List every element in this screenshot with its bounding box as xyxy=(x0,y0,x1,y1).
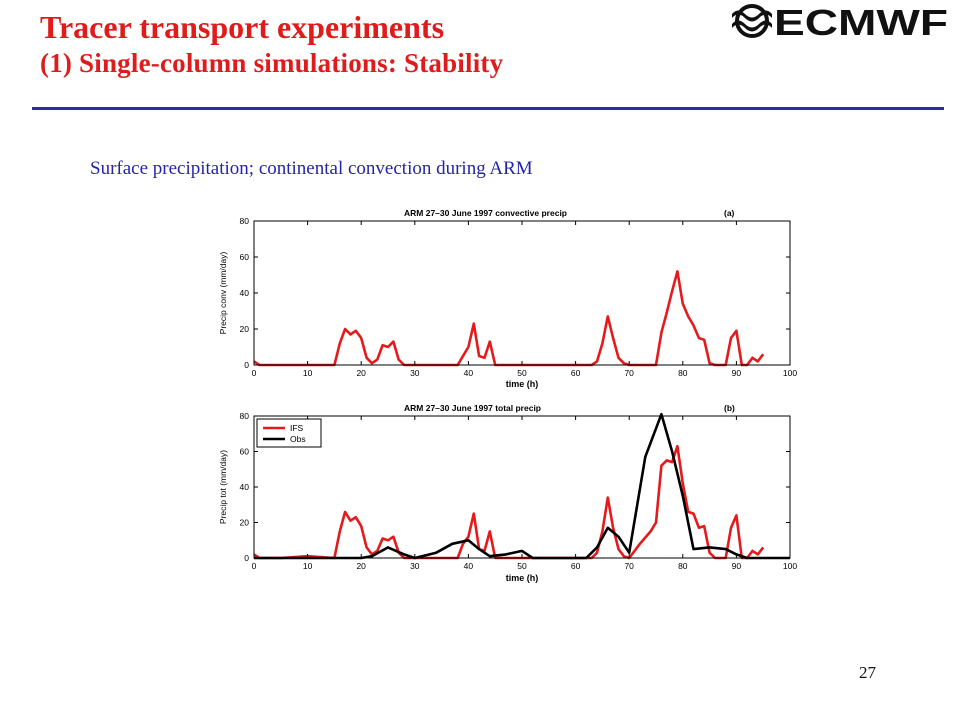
series-line-ifs xyxy=(253,444,765,560)
y-tick-label: 60 xyxy=(240,252,250,262)
x-tick-label: 30 xyxy=(410,368,420,378)
x-tick-label: 40 xyxy=(464,368,474,378)
x-tick-label: 70 xyxy=(624,368,634,378)
x-tick-label: 60 xyxy=(571,561,581,571)
chart-panel-b: 0 10 20 30 40 50 60 70 80 90 100 0 20 40 60 80 ARM 27–30… xyxy=(218,403,797,583)
slide-subtitle: Surface precipitation; continental conve… xyxy=(90,158,533,179)
y-tick-label: 80 xyxy=(240,411,250,421)
legend-label-obs: Obs xyxy=(290,434,306,444)
x-tick-label: 100 xyxy=(783,561,797,571)
x-tick-label: 0 xyxy=(252,368,257,378)
x-tick-label: 90 xyxy=(732,368,742,378)
chart-title: ARM 27–30 June 1997 convective precip xyxy=(404,208,567,218)
x-tick-label: 90 xyxy=(732,561,742,571)
y-axis-label: Precip tot (mm/day) xyxy=(218,450,228,524)
title-divider xyxy=(32,107,944,110)
y-tick-label: 20 xyxy=(240,324,250,334)
chart-title: ARM 27–30 June 1997 total precip xyxy=(404,403,541,413)
x-tick-label: 100 xyxy=(783,368,797,378)
y-tick-label: 0 xyxy=(244,360,249,370)
y-tick-label: 40 xyxy=(240,482,250,492)
x-tick-label: 40 xyxy=(464,561,474,571)
plot-frame xyxy=(253,220,791,366)
legend-label-ifs: IFS xyxy=(290,423,304,433)
x-tick-label: 0 xyxy=(252,561,257,571)
y-axis-label: Precip conv (mm/day) xyxy=(218,252,228,335)
slide-title-line1: Tracer transport experiments xyxy=(40,9,445,45)
x-tick-label: 10 xyxy=(303,561,313,571)
y-tick-label: 80 xyxy=(240,216,250,226)
x-tick-label: 10 xyxy=(303,368,313,378)
x-tick-label: 20 xyxy=(356,368,366,378)
plot-frame xyxy=(253,415,791,559)
page-number: 27 xyxy=(859,663,876,682)
y-tick-label: 40 xyxy=(240,288,250,298)
series-line-obs xyxy=(254,412,790,560)
ecmwf-logo: ECMWF xyxy=(732,4,948,38)
y-tick-label: 20 xyxy=(240,518,250,528)
x-tick-label: 50 xyxy=(517,368,527,378)
legend-box xyxy=(256,418,322,448)
ecmwf-logo-mark xyxy=(732,4,772,38)
x-axis-label: time (h) xyxy=(506,573,539,583)
x-tick-label: 50 xyxy=(517,561,527,571)
x-tick-label: 70 xyxy=(624,561,634,571)
y-tick-label: 60 xyxy=(240,447,250,457)
series-line-conv xyxy=(253,270,765,367)
panel-label: (b) xyxy=(724,403,735,413)
slide-title-line2: (1) Single-column simulations: Stability xyxy=(40,48,504,78)
x-tick-label: 60 xyxy=(571,368,581,378)
x-tick-label: 80 xyxy=(678,561,688,571)
chart-panel-a: 0 10 20 30 40 50 60 70 80 90 100 0 20 40 60 80 ARM 27–30… xyxy=(218,208,797,389)
y-tick-label: 0 xyxy=(244,553,249,563)
slide-title: Tracer transport experiments (1) Single-… xyxy=(40,8,503,80)
x-axis-label: time (h) xyxy=(506,379,539,389)
x-tick-label: 20 xyxy=(356,561,366,571)
x-tick-label: 80 xyxy=(678,368,688,378)
x-tick-label: 30 xyxy=(410,561,420,571)
ecmwf-logo-text: ECMWF xyxy=(774,4,948,38)
panel-label: (a) xyxy=(724,208,735,218)
